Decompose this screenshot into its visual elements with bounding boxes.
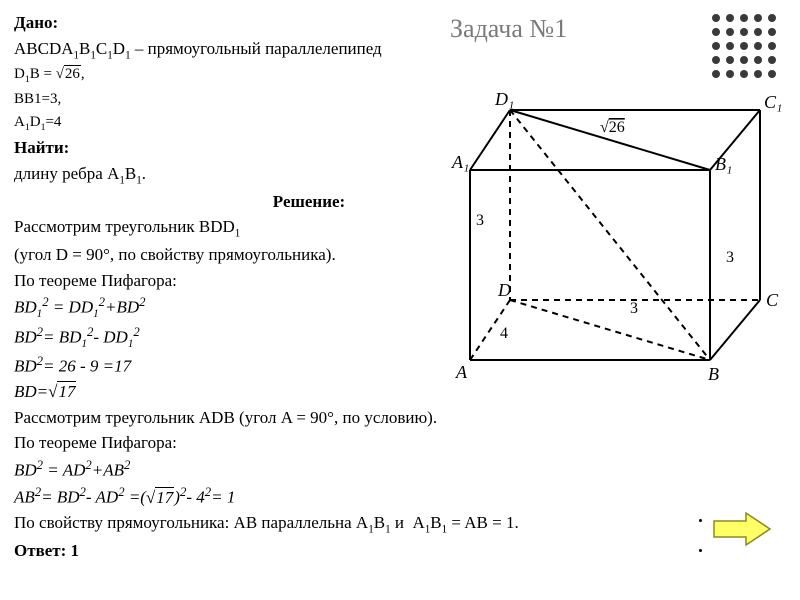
eq-4: BD=17 (14, 379, 444, 405)
dot-icon (699, 549, 702, 552)
dot-icon (699, 519, 702, 522)
label-A: A (455, 362, 468, 382)
solution-header: Решение: (14, 189, 444, 215)
sol-1: Рассмотрим треугольник BDD1 (14, 214, 444, 242)
answer: Ответ: 1 (14, 538, 444, 564)
eq-1: BD12 = DD12+BD2 (14, 293, 444, 323)
given-3: BB1=3, (14, 88, 444, 111)
length-4: 4 (500, 325, 508, 342)
given-1: ABCDA1B1C1D1 – прямоугольный параллелепи… (14, 36, 444, 64)
sol-4: Рассмотрим треугольник ADB (угол A = 90°… (14, 405, 774, 431)
length-3b: 3 (726, 249, 734, 266)
sol-2: (угол D = 90°, по свойству прямоугольник… (14, 242, 444, 268)
label-C1: C₁ (764, 92, 782, 112)
label-B1: B₁ (715, 154, 732, 174)
eq-5: BD2 = AD2+AB2 (14, 456, 444, 483)
task-title: Задача №1 (450, 14, 567, 44)
find-1: длину ребра A1B1. (14, 161, 444, 189)
next-arrow[interactable] (712, 511, 772, 552)
eq-3: BD2= 26 - 9 =17 (14, 352, 444, 379)
find-header: Найти: (14, 135, 444, 161)
length-3a: 3 (476, 212, 484, 229)
label-B: B (708, 364, 719, 384)
label-D: D (497, 280, 511, 300)
eq-2: BD2= BD12- DD12 (14, 323, 444, 353)
label-C: C (766, 290, 779, 310)
sol-6: По свойству прямоугольника: AB параллель… (14, 510, 774, 538)
given-header: Дано: (14, 10, 444, 36)
sol-5: По теореме Пифагора: (14, 430, 444, 456)
label-D1: D₁ (494, 90, 514, 109)
given-2: D1B = 26, (14, 63, 444, 88)
text-column: Дано: ABCDA1B1C1D1 – прямоугольный парал… (14, 10, 444, 564)
corner-dots (712, 14, 778, 80)
given-4: A1D1=4 (14, 111, 444, 136)
length-d1b1: √26 (600, 119, 625, 136)
label-A1: A₁ (451, 152, 469, 172)
sol-3: По теореме Пифагора: (14, 268, 444, 294)
eq-6: AB2= BD2- AD2 =(17)2- 42= 1 (14, 483, 774, 510)
length-3c: 3 (630, 300, 638, 317)
cuboid-diagram: D₁ C₁ A₁ B₁ D C A B √26 3 3 3 4 (450, 90, 785, 390)
